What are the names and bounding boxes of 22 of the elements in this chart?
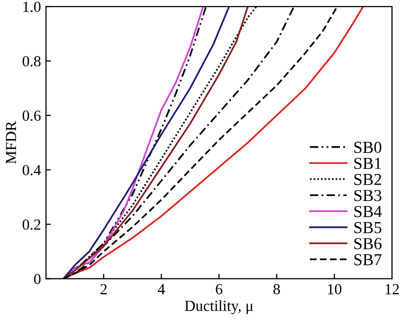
y-tick-label: 1.0 xyxy=(23,2,41,12)
x-tick-label: 12 xyxy=(386,284,399,294)
legend-label: SB7 xyxy=(354,254,382,266)
legend-label: SB1 xyxy=(354,158,381,170)
legend-label: SB6 xyxy=(354,238,382,250)
x-tick-label: 2 xyxy=(100,284,107,294)
x-axis-title: Ductility, μ xyxy=(184,300,253,314)
legend-label: SB5 xyxy=(354,222,382,234)
x-tick-label: 8 xyxy=(273,284,280,294)
legend-label: SB3 xyxy=(354,190,382,202)
x-tick-label: 10 xyxy=(328,284,342,294)
x-tick-label: 4 xyxy=(158,284,165,294)
y-tick-label: 0 xyxy=(34,274,41,284)
x-tick-label: 6 xyxy=(216,284,222,294)
y-tick-label: 0.2 xyxy=(22,219,40,230)
y-tick-label: 0.6 xyxy=(22,110,41,121)
y-tick-label: 0.4 xyxy=(22,164,41,176)
y-tick-label: 0.8 xyxy=(22,56,41,66)
legend-label: SB4 xyxy=(354,206,382,218)
y-axis-title: MFDR xyxy=(6,120,16,164)
legend-label: SB2 xyxy=(354,174,382,186)
legend-label: SB0 xyxy=(354,142,382,153)
